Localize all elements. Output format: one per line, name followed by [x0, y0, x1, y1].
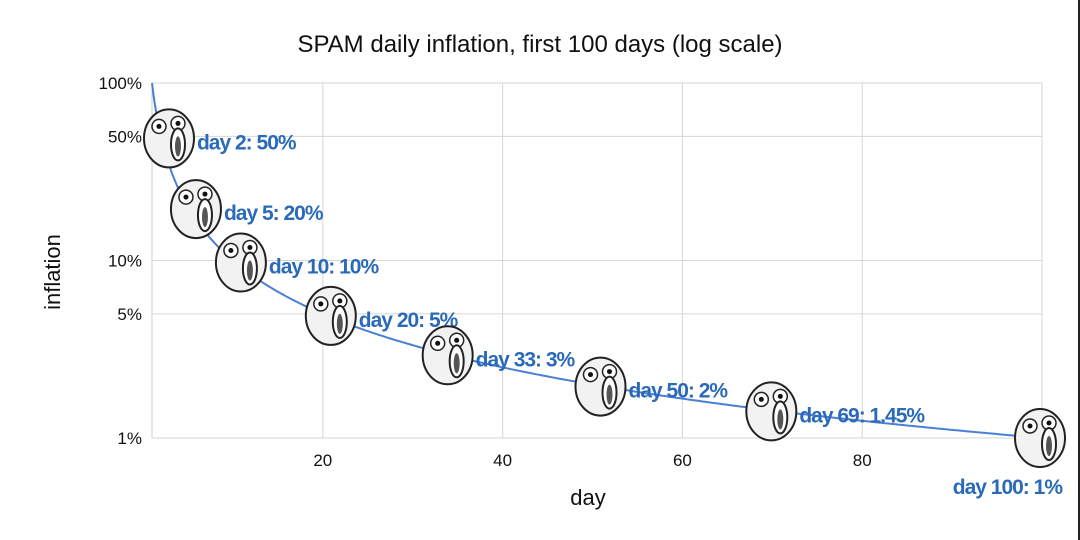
face-mouth-inner — [453, 353, 460, 374]
face-mouth-inner — [201, 207, 208, 228]
y-tick-label: 1% — [117, 429, 142, 448]
face-mouth-inner — [336, 313, 343, 334]
y-tick-label: 50% — [108, 127, 142, 146]
face-pupil — [435, 340, 441, 346]
face-pupil — [247, 245, 253, 250]
face-outline — [745, 381, 798, 442]
face-mouth-inner — [246, 260, 253, 281]
y-axis-label: inflation — [40, 234, 65, 310]
face-pupil — [156, 123, 162, 129]
face-pupil — [1046, 420, 1052, 426]
face-outline — [169, 179, 222, 240]
face-outline — [421, 325, 474, 386]
x-tick-label: 80 — [853, 451, 872, 470]
y-tick-label: 5% — [117, 305, 142, 324]
face-pupil — [607, 369, 613, 375]
meme-face-icon — [304, 285, 357, 346]
annotation-label: day 69: 1.45% — [799, 404, 925, 427]
annotation-label: day 33: 3% — [476, 348, 576, 371]
face-pupil — [202, 191, 208, 197]
meme-face-icon — [1014, 408, 1066, 468]
y-tick-label: 10% — [108, 252, 142, 271]
face-pupil — [777, 393, 783, 399]
face-outline — [214, 232, 267, 293]
x-tick-label: 20 — [313, 451, 332, 470]
face-mouth-inner — [777, 409, 784, 430]
face-pupil — [318, 301, 324, 307]
annotation-label: day 10: 10% — [269, 256, 380, 279]
x-tick-label: 40 — [493, 451, 512, 470]
face-pupil — [588, 372, 594, 378]
annotation-label: day 5: 20% — [224, 202, 324, 225]
face-pupil — [337, 298, 343, 304]
chart-title: SPAM daily inflation, first 100 days (lo… — [297, 31, 782, 58]
face-mouth-inner — [174, 136, 181, 157]
face-outline — [304, 285, 357, 346]
face-outline — [142, 108, 195, 169]
face-outline — [1014, 408, 1066, 468]
face-mouth-inner — [606, 384, 613, 405]
x-axis-label: day — [570, 485, 605, 510]
face-pupil — [183, 194, 189, 200]
annotation-label: day 2: 50% — [197, 131, 297, 154]
y-tick-label: 100% — [99, 74, 142, 93]
annotation-label: day 50: 2% — [629, 380, 729, 403]
face-pupil — [228, 248, 234, 253]
face-outline — [574, 356, 627, 417]
face-mouth-inner — [1046, 436, 1052, 456]
annotation-label: day 20: 5% — [359, 309, 459, 332]
annotation-label: day 100: 1% — [953, 476, 1064, 499]
face-pupil — [1027, 423, 1033, 429]
meme-face-icon — [745, 381, 798, 442]
face-pupil — [454, 337, 460, 343]
meme-face-icon — [574, 356, 627, 417]
x-tick-label: 60 — [673, 451, 692, 470]
meme-face-icon — [142, 108, 195, 169]
face-pupil — [175, 120, 181, 126]
meme-face-icon — [421, 325, 474, 386]
meme-face-icon — [169, 179, 222, 240]
face-pupil — [758, 396, 764, 402]
meme-face-icon — [214, 232, 267, 293]
